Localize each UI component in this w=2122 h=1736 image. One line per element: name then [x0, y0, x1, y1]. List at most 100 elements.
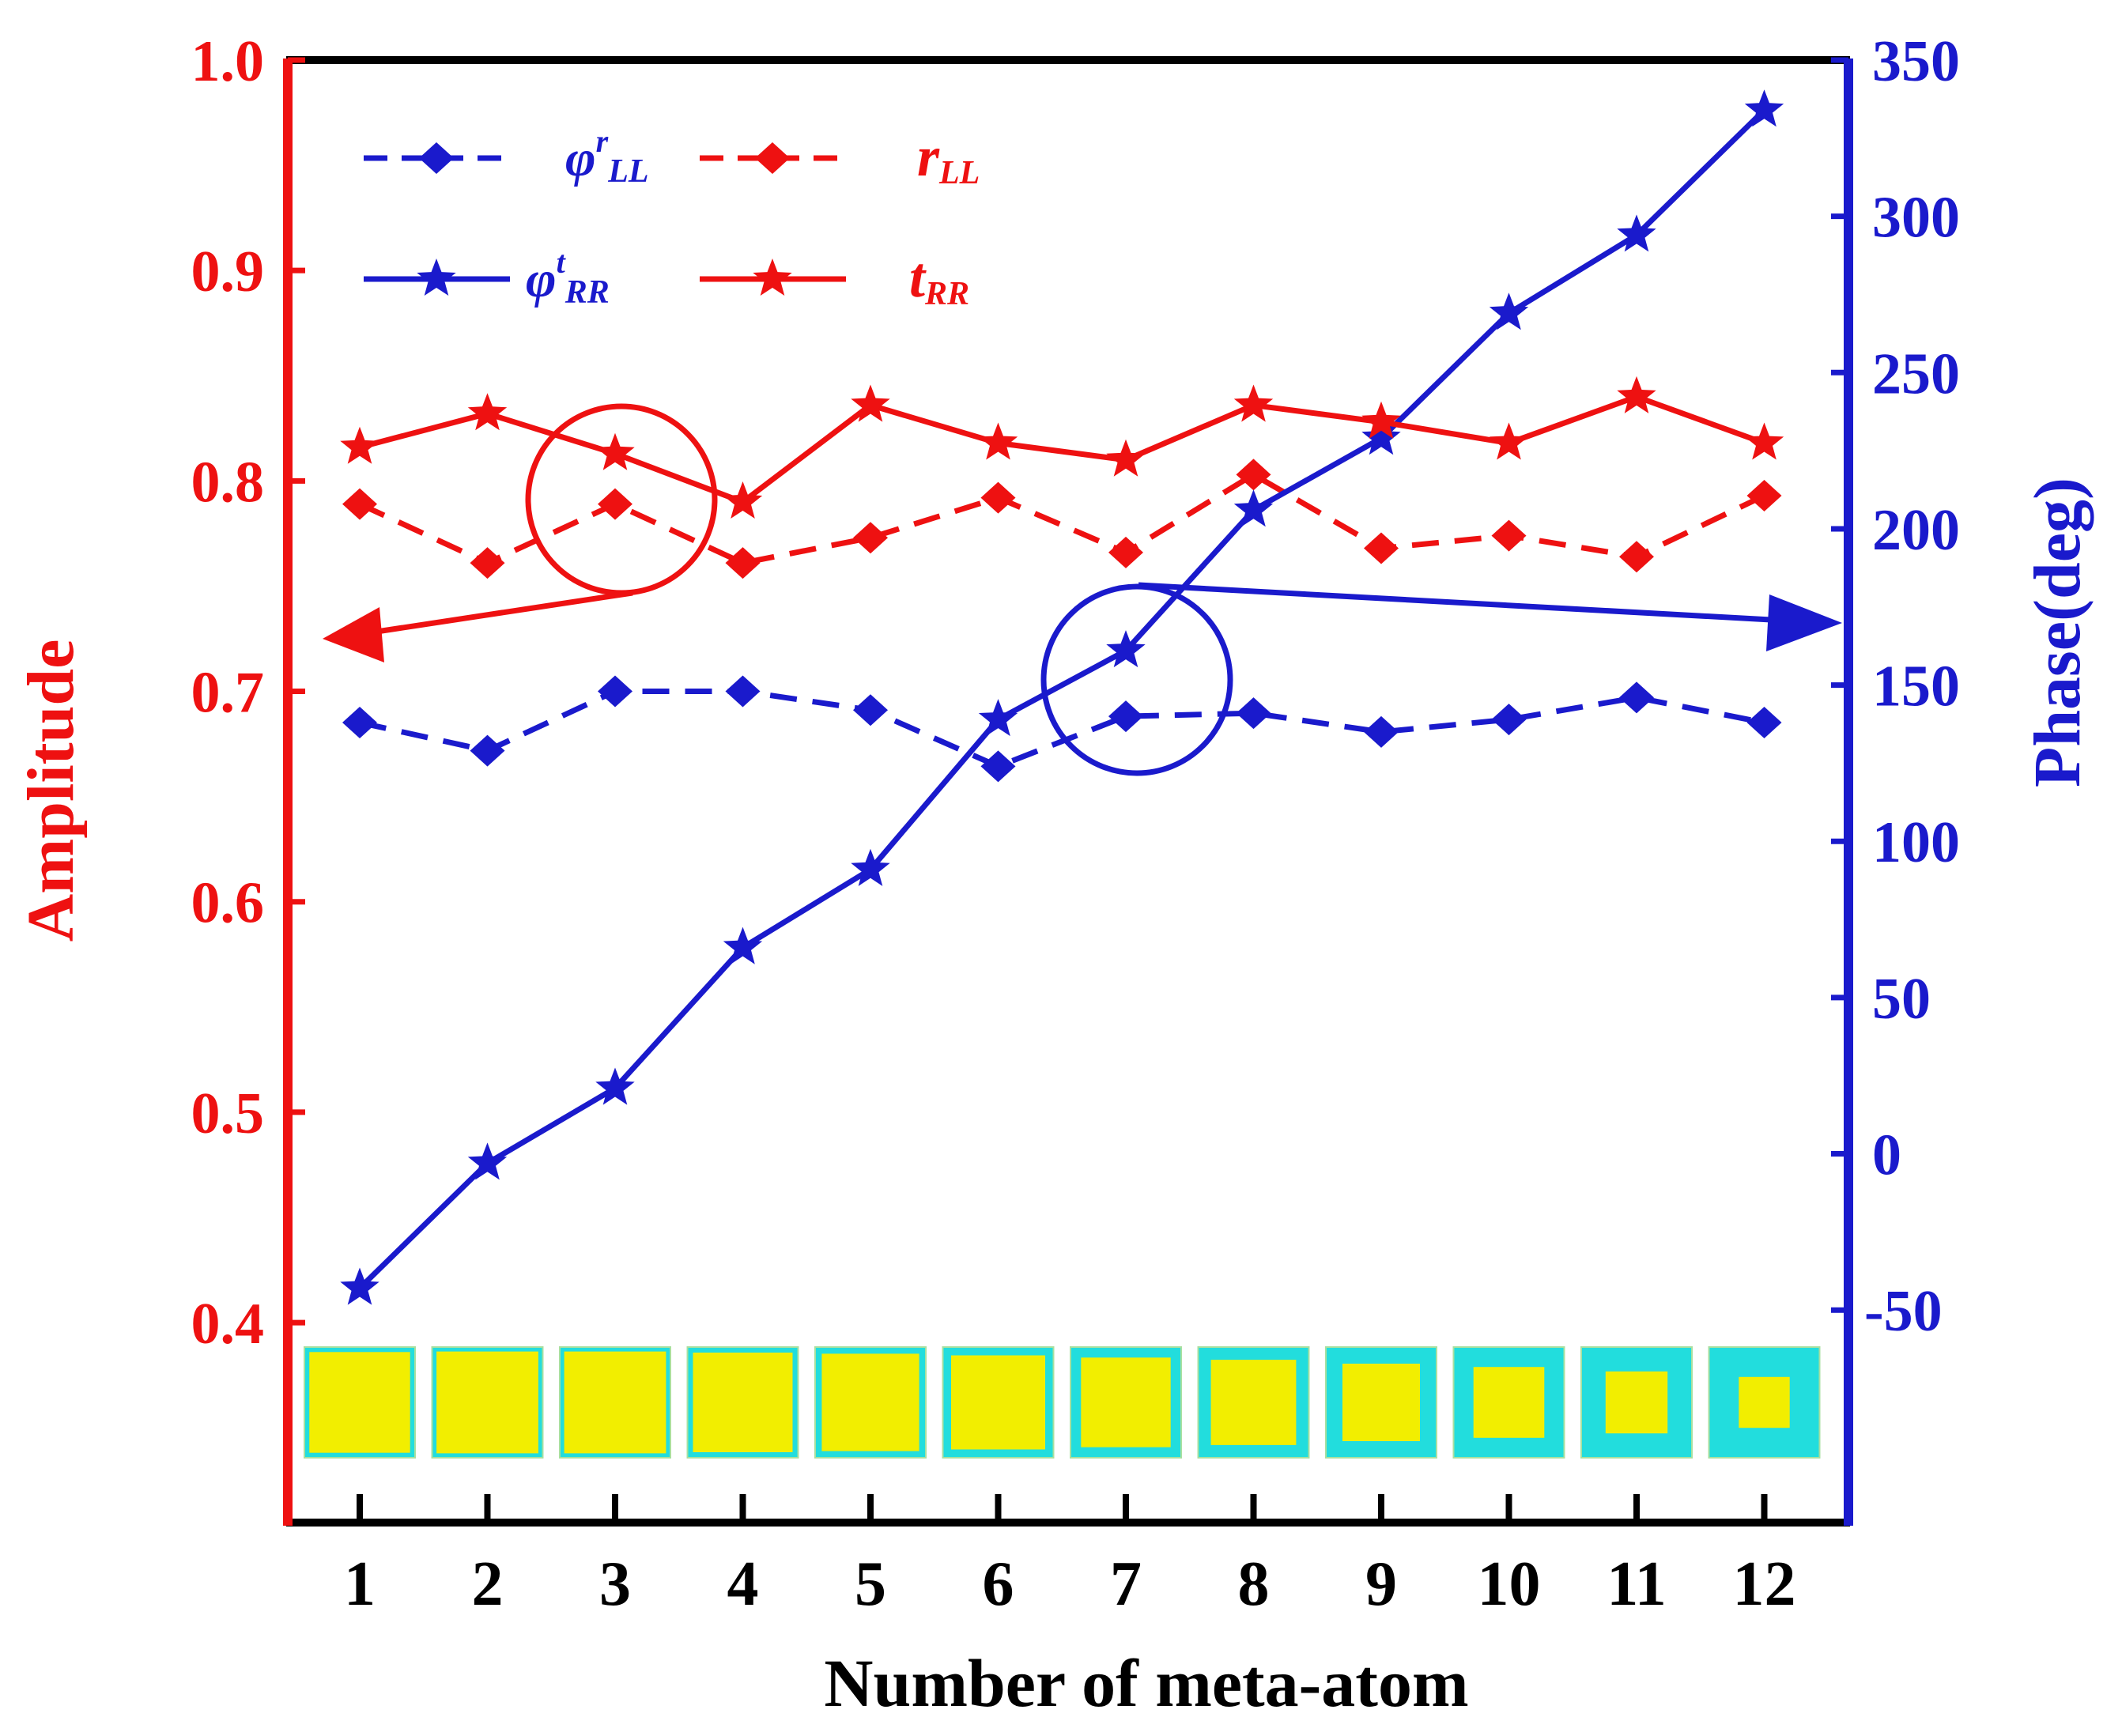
left-axis: 0.4 0.5 0.6 0.7 0.8 0.9 1.0: [191, 29, 305, 1357]
series-line: [358, 471, 1766, 567]
meta-atom-tile: [1452, 1346, 1565, 1459]
x-tick-label: 1: [344, 1549, 376, 1619]
data-point: [1746, 707, 1782, 739]
data-point: [598, 675, 632, 708]
data-point: [342, 488, 377, 520]
data-point: [1744, 422, 1784, 460]
data-point: [851, 848, 890, 886]
data-point: [467, 1142, 508, 1180]
series-layer: [340, 89, 1784, 1305]
meta-atom-core: [693, 1353, 793, 1452]
data-point: [340, 426, 379, 464]
meta-atom-core: [564, 1351, 666, 1454]
data-point: [470, 734, 505, 767]
data-point: [1106, 439, 1146, 477]
legend-label: φrLL: [565, 123, 649, 190]
legend-label-sup: t: [557, 244, 567, 280]
data-point: [1491, 704, 1527, 736]
data-point: [1489, 422, 1529, 460]
series-line: [359, 689, 1765, 770]
meta-atom-core: [1081, 1357, 1171, 1447]
y-right-tick-label: -50: [1864, 1279, 1943, 1344]
legend-label-base: r: [917, 125, 940, 188]
data-point: [340, 1267, 379, 1305]
legend-label-base: φ: [526, 251, 557, 308]
meta-atom-core: [1342, 1364, 1420, 1441]
meta-atom-core: [1605, 1371, 1668, 1434]
meta-atom-core: [1473, 1367, 1545, 1438]
blue-annotation-arrowhead: [1766, 594, 1842, 651]
data-point: [1617, 376, 1656, 413]
x-tick-label: 10: [1478, 1549, 1541, 1619]
legend-label: tRR: [909, 246, 969, 312]
legend-label-sub: LL: [607, 153, 648, 190]
x-tick-label: 4: [727, 1549, 759, 1619]
data-point: [1233, 489, 1274, 527]
series-line: [357, 108, 1766, 1291]
data-point: [1236, 459, 1271, 491]
legend-label-sub: RR: [924, 276, 969, 312]
y-left-tick-label: 0.6: [191, 871, 265, 936]
x-tick-label: 8: [1238, 1549, 1270, 1619]
data-point: [723, 926, 763, 964]
data-point: [1233, 384, 1274, 422]
series-t-rr: [340, 376, 1784, 519]
meta-atom-core: [1739, 1376, 1790, 1428]
x-tick-label: 6: [983, 1549, 1014, 1619]
y-right-tick-label: 350: [1872, 29, 1960, 94]
data-point: [1108, 700, 1143, 733]
data-point: [1489, 292, 1529, 330]
data-point: [595, 1067, 635, 1105]
meta-atom-core: [436, 1351, 538, 1454]
data-point: [853, 522, 888, 554]
data-point: [851, 384, 890, 422]
y-left-tick-label: 0.5: [191, 1081, 265, 1146]
data-point: [1236, 697, 1271, 730]
x-tick-label: 5: [855, 1549, 886, 1619]
legend-label-sup: r: [596, 123, 609, 159]
data-point: [1106, 630, 1146, 668]
data-point: [1619, 681, 1654, 714]
x-axis: 1 2 3 4 5 6 7 8 9 10 11 12: [344, 1494, 1796, 1619]
data-point: [1108, 536, 1143, 568]
data-point: [853, 694, 888, 726]
y-left-tick-label: 0.7: [191, 661, 265, 726]
right-axis: -50 0 50 100 150 200 250 300 350: [1831, 29, 1960, 1344]
y-right-tick-label: 0: [1872, 1123, 1901, 1188]
legend-label-base: t: [909, 246, 927, 309]
y-left-tick-label: 0.9: [191, 240, 265, 304]
series-t-rr: [340, 89, 1784, 1305]
data-point: [1364, 715, 1399, 748]
series-r-ll: [342, 675, 1782, 783]
data-point: [595, 432, 635, 470]
data-point: [1619, 541, 1654, 573]
meta-atom-core: [309, 1352, 410, 1453]
legend-label: rLL: [917, 125, 980, 191]
legend-marker: [417, 259, 456, 296]
y-left-tick-label: 0.4: [191, 1292, 265, 1357]
x-tick-label: 3: [599, 1549, 631, 1619]
meta-atom-core: [821, 1353, 919, 1451]
data-point: [723, 481, 763, 519]
data-point: [978, 699, 1018, 737]
y-right-tick-label: 250: [1872, 342, 1960, 406]
data-point: [470, 547, 505, 579]
legend-marker: [419, 142, 454, 174]
y-axis-right-title: Phase(deg): [2021, 477, 2094, 787]
legend-marker: [755, 142, 790, 174]
y-left-tick-label: 0.8: [191, 450, 265, 515]
legend-item: tRR: [700, 246, 969, 312]
x-tick-label: 7: [1110, 1549, 1142, 1619]
x-tick-label: 2: [472, 1549, 504, 1619]
meta-atom-core: [1210, 1360, 1297, 1445]
legend-label-sub: LL: [938, 155, 980, 191]
legend-item: rLL: [700, 125, 980, 191]
y-right-tick-label: 100: [1872, 810, 1960, 875]
legend-label-sub: RR: [564, 274, 610, 311]
red-annotation-arrowhead: [323, 607, 384, 662]
data-point: [1361, 401, 1401, 439]
y-right-tick-label: 50: [1872, 967, 1931, 1032]
legend-label: φtRR: [526, 244, 610, 311]
legend-item: φtRR: [364, 244, 610, 311]
